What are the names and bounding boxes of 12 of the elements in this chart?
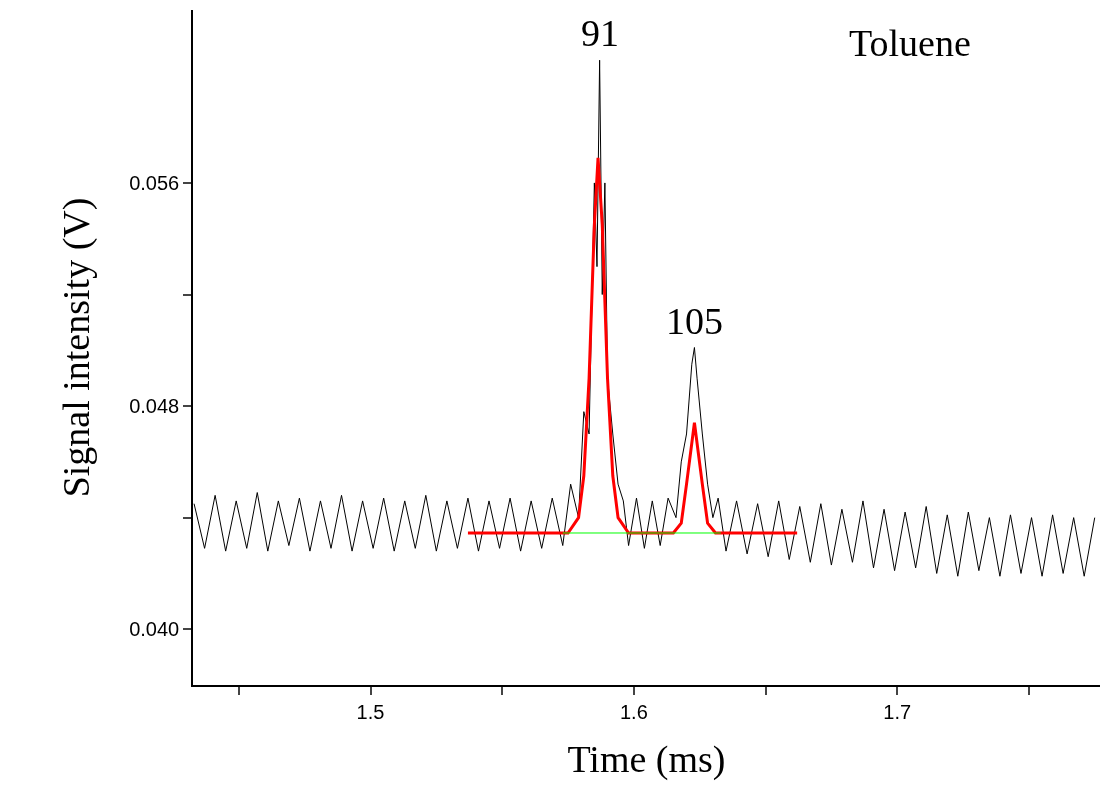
x-tick-label: 1.5 xyxy=(356,700,385,723)
y-axis-title: Signal intensity (V) xyxy=(54,197,98,498)
line-series xyxy=(466,156,799,535)
x-tick-label: 1.6 xyxy=(619,700,648,723)
y-tick-label: 0.056 xyxy=(129,171,180,194)
y-tick-label: 0.040 xyxy=(129,618,180,641)
annotation: 91 xyxy=(581,12,619,54)
x-axis-title: Time (ms) xyxy=(567,738,726,782)
y-tick-label: 0.048 xyxy=(129,395,180,418)
x-tick-label: 1.7 xyxy=(883,700,912,723)
annotation: Toluene xyxy=(849,22,971,64)
annotation: 105 xyxy=(666,300,723,342)
